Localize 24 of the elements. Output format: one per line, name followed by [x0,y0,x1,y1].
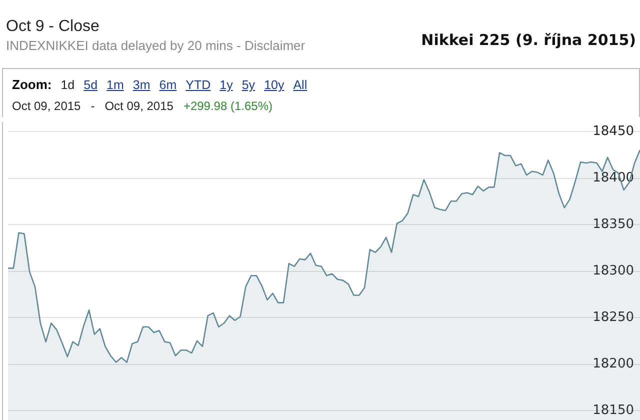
text: 6m [159,78,177,92]
text: 3m [132,78,150,92]
text: +299.98 (1.65%) [183,99,272,113]
text: All [293,78,308,92]
text: YTD [186,78,211,92]
y-tick-label: 18200 [592,356,634,372]
y-tick-label: 18150 [592,403,634,418]
chart-title: Nikkei 225 (9. října 2015) [421,31,636,49]
text: 10y [264,78,284,92]
y-tick-label: 18350 [592,216,634,232]
text: Oct 09, 2015 [12,99,81,113]
text: Oct 09, 2015 [104,99,174,113]
text: 5y [242,78,256,92]
text: 1m [106,78,124,92]
text: - [90,99,95,113]
text: 5d [84,78,98,92]
y-tick-label: 18250 [592,310,634,326]
y-tick-label: 18300 [592,264,634,278]
y-tick-label: 18450 [592,124,634,139]
text: INDEXNIKKEI data delayed by 20 mins - Disclaimer [6,38,306,53]
text: 1y [220,78,233,92]
chart-subtitle: Oct 9 - Close [6,18,100,36]
text: 1d [60,78,75,92]
text: Zoom: [12,77,52,92]
